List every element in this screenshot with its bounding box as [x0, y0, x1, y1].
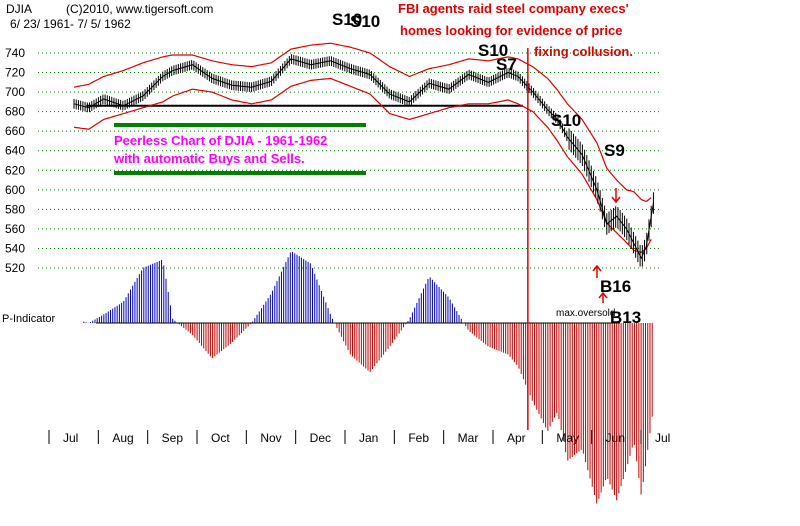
signal-label: S10 — [478, 41, 508, 60]
x-tick-label: Jun — [606, 431, 625, 445]
y-tick-label: 600 — [5, 183, 25, 197]
signal-label: B16 — [600, 277, 631, 296]
info-box-top-rule — [114, 123, 366, 127]
y-tick-label: 740 — [5, 46, 25, 60]
news-line-1: FBI agents raid steel company execs' — [398, 1, 629, 16]
grid-layer: 740 720 700 680 660 640 620 600 580 560 540 520 — [5, 46, 660, 275]
y-tick-label: 540 — [5, 241, 25, 255]
axis-layer: Jul Aug Sep Oct Nov Dec Jan Feb Mar Apr May Jun Jul — [48, 48, 670, 445]
max-oversold-annotation: max.oversold — [556, 308, 615, 319]
x-tick-label: Mar — [458, 431, 479, 445]
info-box-line-1: Peerless Chart of DJIA - 1961-1962 — [114, 133, 328, 148]
signal-label: S7 — [496, 55, 517, 74]
y-tick-label: 640 — [5, 144, 25, 158]
upper-band-line — [73, 42, 652, 203]
x-tick-label: Jul — [63, 431, 78, 445]
signal-label: S10 — [350, 12, 380, 31]
y-tick-label: 680 — [5, 105, 25, 119]
x-tick-label: Apr — [507, 431, 526, 445]
news-line-2: homes looking for evidence of price — [400, 23, 623, 38]
x-tick-label: Sep — [162, 431, 184, 445]
chart-copyright: (C)2010, www.tigersoft.com — [66, 2, 214, 16]
info-box-line-2: with automatic Buys and Sells. — [114, 151, 305, 166]
signal-label: B13 — [610, 308, 641, 327]
signal-label: S10 — [332, 10, 362, 29]
price-line — [73, 58, 655, 260]
info-box-bottom-rule — [114, 171, 366, 175]
y-tick-label: 560 — [5, 222, 25, 236]
y-tick-label: 580 — [5, 202, 25, 216]
buy-arrow — [598, 291, 608, 303]
x-tick-label: Oct — [211, 431, 230, 445]
x-tick-label: Jul — [655, 431, 670, 445]
y-tick-label: 700 — [5, 85, 25, 99]
bands-layer — [73, 42, 652, 254]
buy-arrow — [592, 264, 602, 278]
x-tick-label: Jan — [359, 431, 378, 445]
signal-label: S10 — [551, 111, 581, 130]
price-layer — [73, 54, 655, 267]
x-tick-label: Nov — [260, 431, 281, 445]
x-tick-label: May — [556, 431, 579, 445]
x-tick-label: Dec — [310, 431, 331, 445]
y-tick-label: 620 — [5, 163, 25, 177]
indicator-layer — [83, 251, 653, 504]
chart-date-range: 6/ 23/ 1961- 7/ 5/ 1962 — [10, 17, 131, 31]
signal-label: S9 — [604, 141, 625, 160]
x-tick-label: Feb — [408, 431, 429, 445]
y-tick-label: 520 — [5, 261, 25, 275]
lower-band-line — [73, 77, 652, 254]
y-tick-label: 720 — [5, 66, 25, 80]
indicator-label: P-Indicator — [2, 313, 56, 325]
y-tick-label: 660 — [5, 124, 25, 138]
sell-arrow — [611, 188, 621, 204]
chart-symbol: DJIA — [6, 2, 33, 16]
x-tick-label: Aug — [112, 431, 133, 445]
news-line-3: fixing collusion. — [534, 44, 633, 59]
